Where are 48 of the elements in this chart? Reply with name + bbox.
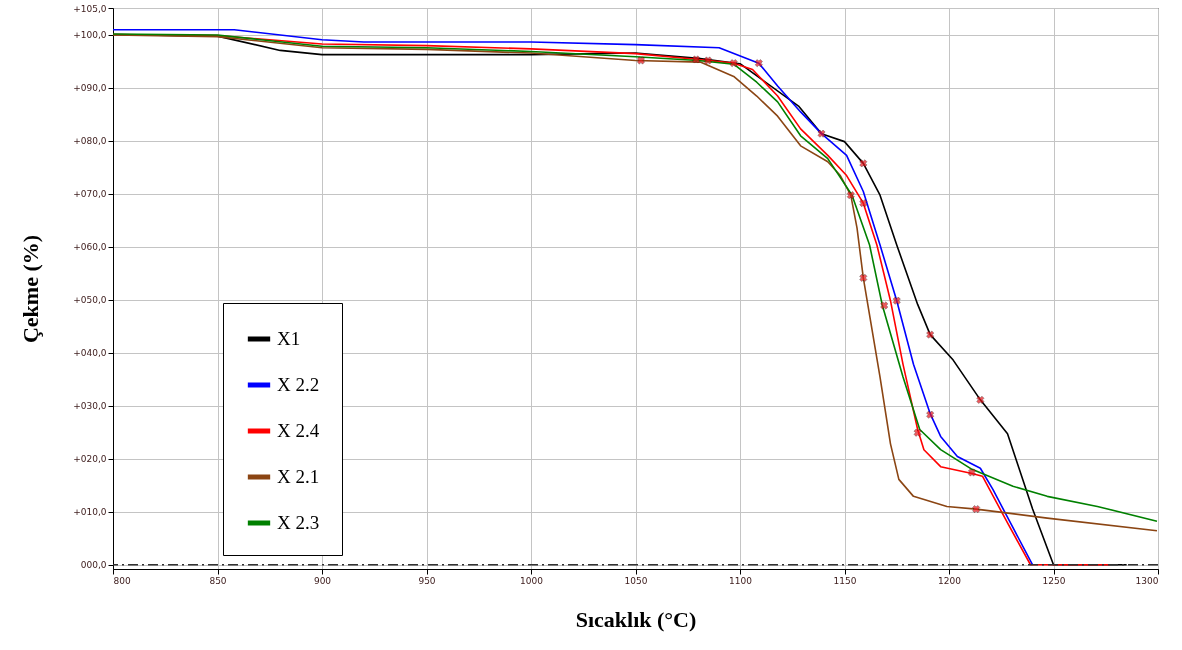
x-tick-label: 1150	[833, 575, 857, 586]
point	[859, 199, 868, 207]
y-tick-label: 000,0	[80, 560, 107, 571]
legend-label: X1	[277, 328, 301, 349]
y-tick-label: +030,0	[73, 401, 107, 412]
x-tick-label: 850	[209, 575, 227, 586]
x-tick-label: 800	[113, 575, 131, 586]
x-axis-title: Sıcaklık (°C)	[575, 606, 697, 632]
legend-label: X 2.3	[277, 512, 320, 533]
x-tick-label: 1100	[729, 575, 753, 586]
legend-label: X 2.2	[277, 374, 320, 395]
y-tick-label: +060,0	[73, 242, 107, 253]
y-tick-label: +080,0	[73, 136, 107, 147]
y-tick-label: +070,0	[73, 189, 107, 200]
y-tick-label: +050,0	[73, 295, 107, 306]
point	[704, 56, 712, 65]
point	[968, 468, 976, 477]
legend-label: X 2.1	[277, 466, 320, 487]
y-tick-label: +090,0	[73, 83, 107, 94]
point	[692, 55, 700, 64]
x-tick-label: 1050	[624, 575, 648, 586]
y-tick-label: +100,0	[73, 30, 107, 41]
point	[926, 330, 935, 339]
point	[913, 428, 922, 437]
point	[880, 301, 889, 310]
legend-label: X 2.4	[277, 420, 320, 441]
x-tick-label: 1200	[938, 575, 962, 586]
y-axis-title: Çekme (%)	[18, 234, 44, 344]
y-tick-label: +020,0	[73, 454, 107, 465]
y-tick-label: +010,0	[73, 507, 107, 518]
point	[859, 274, 868, 282]
point	[729, 59, 738, 68]
y-tick-label: +040,0	[73, 348, 107, 359]
y-tick-label: +105,0	[73, 3, 107, 14]
x-tick-label: 1250	[1042, 575, 1066, 586]
x-tick-label: 900	[313, 575, 332, 586]
point	[754, 59, 763, 68]
point	[892, 296, 901, 305]
point	[859, 159, 868, 168]
point	[976, 395, 985, 404]
point	[637, 56, 645, 65]
point	[817, 129, 826, 138]
x-tick-label: 1000	[520, 575, 544, 586]
x-tick-label: 1300	[1135, 575, 1159, 586]
point	[972, 505, 981, 513]
x-tick-label: 950	[418, 575, 436, 586]
point	[926, 410, 935, 419]
point	[846, 191, 855, 200]
